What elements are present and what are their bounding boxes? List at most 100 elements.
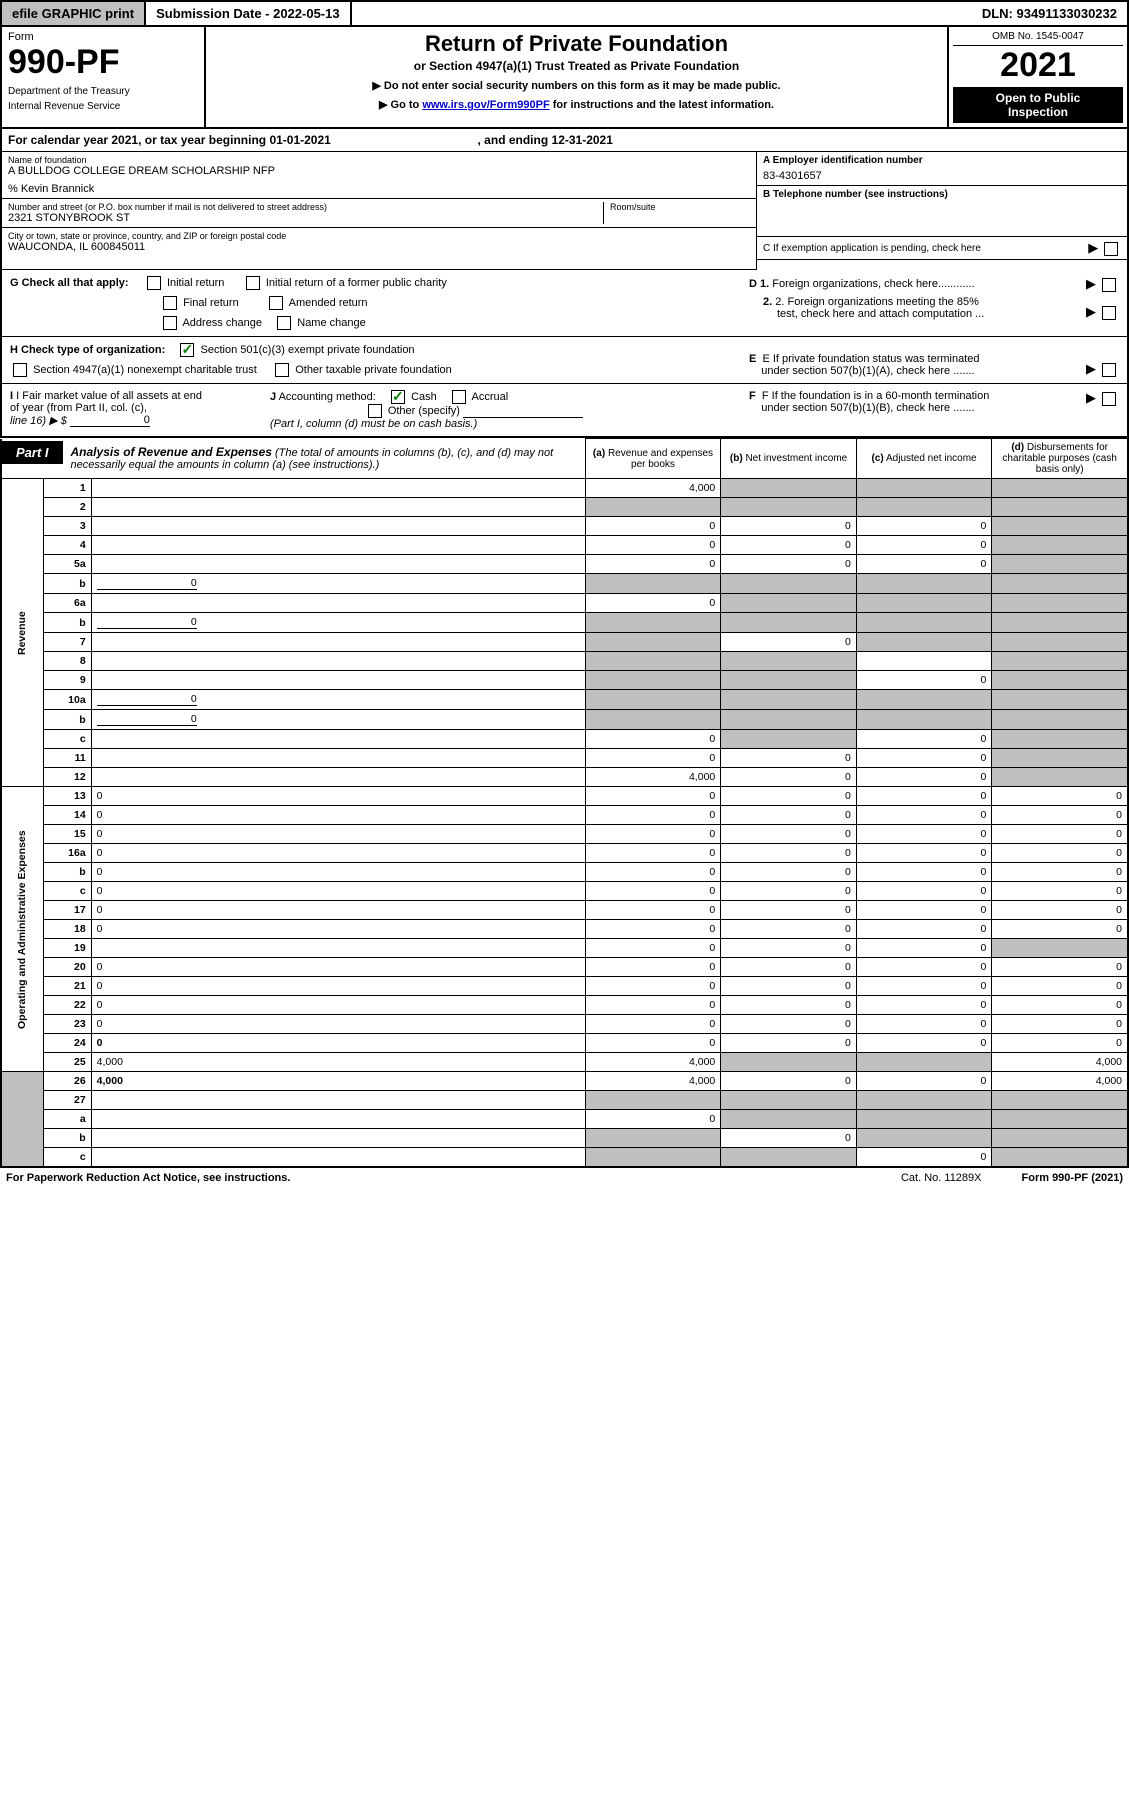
line-number: 7 — [43, 633, 91, 652]
table-row: 1700000 — [1, 901, 1128, 920]
line-description: 0 — [91, 958, 585, 977]
calendar-year-row: For calendar year 2021, or tax year begi… — [0, 129, 1129, 152]
section-i-j-f: I I Fair market value of all assets at e… — [0, 384, 1129, 438]
g-name-checkbox[interactable] — [277, 316, 291, 330]
d2-checkbox[interactable] — [1102, 306, 1116, 320]
f-text: F F If the foundation is in a 60-month t… — [749, 390, 989, 414]
line-description: 4,000 — [91, 1053, 585, 1072]
telephone-cell: B Telephone number (see instructions) — [757, 186, 1127, 237]
amount-col-a — [585, 1091, 721, 1110]
arrow-icon: ▶ — [1086, 361, 1096, 376]
table-row: 8 — [1, 652, 1128, 671]
amount-col-b — [721, 671, 857, 690]
j-cash-checkbox[interactable] — [391, 390, 405, 404]
tel-label: B Telephone number (see instructions) — [763, 189, 1121, 200]
ein-label: A Employer identification number — [763, 155, 1121, 166]
d1-checkbox[interactable] — [1102, 278, 1116, 292]
line-number: c — [43, 1148, 91, 1167]
amount-col-d — [992, 498, 1128, 517]
amount-col-a: 0 — [585, 996, 721, 1015]
city-cell: City or town, state or province, country… — [2, 228, 756, 270]
g-final-checkbox[interactable] — [163, 296, 177, 310]
table-row: a0 — [1, 1110, 1128, 1129]
paperwork-notice: For Paperwork Reduction Act Notice, see … — [6, 1172, 290, 1184]
amount-col-b: 0 — [721, 863, 857, 882]
line-description: 0 — [91, 787, 585, 806]
table-row: 264,0004,000004,000 — [1, 1072, 1128, 1091]
amount-col-a — [585, 1148, 721, 1167]
g-amended-checkbox[interactable] — [269, 296, 283, 310]
f-checkbox[interactable] — [1102, 392, 1116, 406]
amount-col-b: 0 — [721, 882, 857, 901]
amount-col-b — [721, 1053, 857, 1072]
h-other: Other taxable private foundation — [295, 364, 452, 376]
line-description: 0 — [91, 690, 585, 710]
amount-col-b: 0 — [721, 844, 857, 863]
cal-year-begin: For calendar year 2021, or tax year begi… — [8, 133, 331, 147]
line-number: a — [43, 1110, 91, 1129]
amount-col-a — [585, 1129, 721, 1148]
line-description: 0 — [91, 996, 585, 1015]
table-row: 6a0 — [1, 594, 1128, 613]
g-initial-checkbox[interactable] — [147, 276, 161, 290]
j-other-checkbox[interactable] — [368, 404, 382, 418]
amount-col-c — [856, 710, 992, 730]
amount-col-b — [721, 1091, 857, 1110]
amount-col-c: 0 — [856, 749, 992, 768]
blank-side — [1, 1072, 43, 1167]
address-row: Number and street (or P.O. box number if… — [2, 199, 756, 228]
line-number: 23 — [43, 1015, 91, 1034]
amount-col-c — [856, 652, 992, 671]
amount-col-a — [585, 613, 721, 633]
e-checkbox[interactable] — [1102, 363, 1116, 377]
line-description: 0 — [91, 882, 585, 901]
g-initial-former-checkbox[interactable] — [246, 276, 260, 290]
ssn-warning: ▶ Do not enter social security numbers o… — [214, 79, 939, 92]
col-d-header: (d) Disbursements for charitable purpose… — [992, 439, 1128, 479]
tax-year: 2021 — [953, 46, 1123, 85]
c-checkbox[interactable] — [1104, 242, 1118, 256]
line-description: 0 — [91, 574, 585, 594]
line-description: 0 — [91, 977, 585, 996]
line-number: b — [43, 710, 91, 730]
line-number: b — [43, 863, 91, 882]
line-number: 19 — [43, 939, 91, 958]
amount-col-a: 0 — [585, 901, 721, 920]
table-row: 27 — [1, 1091, 1128, 1110]
i-label2: of year (from Part II, col. (c), — [10, 402, 147, 414]
goto-post: for instructions and the latest informat… — [550, 99, 774, 111]
i-label3: line 16) ▶ $ — [10, 415, 67, 427]
j-accrual-checkbox[interactable] — [452, 390, 466, 404]
irs-link[interactable]: www.irs.gov/Form990PF — [422, 99, 549, 111]
amount-col-c: 0 — [856, 996, 992, 1015]
amount-col-d: 0 — [992, 1034, 1128, 1053]
amount-col-c — [856, 594, 992, 613]
efile-print-button[interactable]: efile GRAPHIC print — [2, 2, 146, 25]
line-number: 11 — [43, 749, 91, 768]
j-note: (Part I, column (d) must be on cash basi… — [270, 418, 477, 430]
e-text: E E If private foundation status was ter… — [749, 353, 980, 377]
table-row: 5a000 — [1, 555, 1128, 574]
line-number: 27 — [43, 1091, 91, 1110]
d2a: 2. Foreign organizations meeting the 85% — [775, 296, 979, 308]
amount-col-d — [992, 690, 1128, 710]
line-number: 24 — [43, 1034, 91, 1053]
h-4947-checkbox[interactable] — [13, 363, 27, 377]
form-subtitle: or Section 4947(a)(1) Trust Treated as P… — [214, 59, 939, 73]
amount-col-a: 0 — [585, 1034, 721, 1053]
amount-col-b: 0 — [721, 939, 857, 958]
amount-col-a: 4,000 — [585, 768, 721, 787]
g-address-checkbox[interactable] — [163, 316, 177, 330]
d2-row: 2. 2. Foreign organizations meeting the … — [749, 296, 1119, 320]
line-description: 0 — [91, 613, 585, 633]
form-title: Return of Private Foundation — [214, 31, 939, 57]
amount-col-c: 0 — [856, 730, 992, 749]
h-501c3-checkbox[interactable] — [180, 343, 194, 357]
open-to-public: Open to PublicInspection — [953, 87, 1123, 123]
amount-col-c — [856, 1110, 992, 1129]
line-number: c — [43, 882, 91, 901]
h-other-checkbox[interactable] — [275, 363, 289, 377]
amount-col-c: 0 — [856, 555, 992, 574]
amount-col-d — [992, 939, 1128, 958]
amount-col-b: 0 — [721, 1072, 857, 1091]
